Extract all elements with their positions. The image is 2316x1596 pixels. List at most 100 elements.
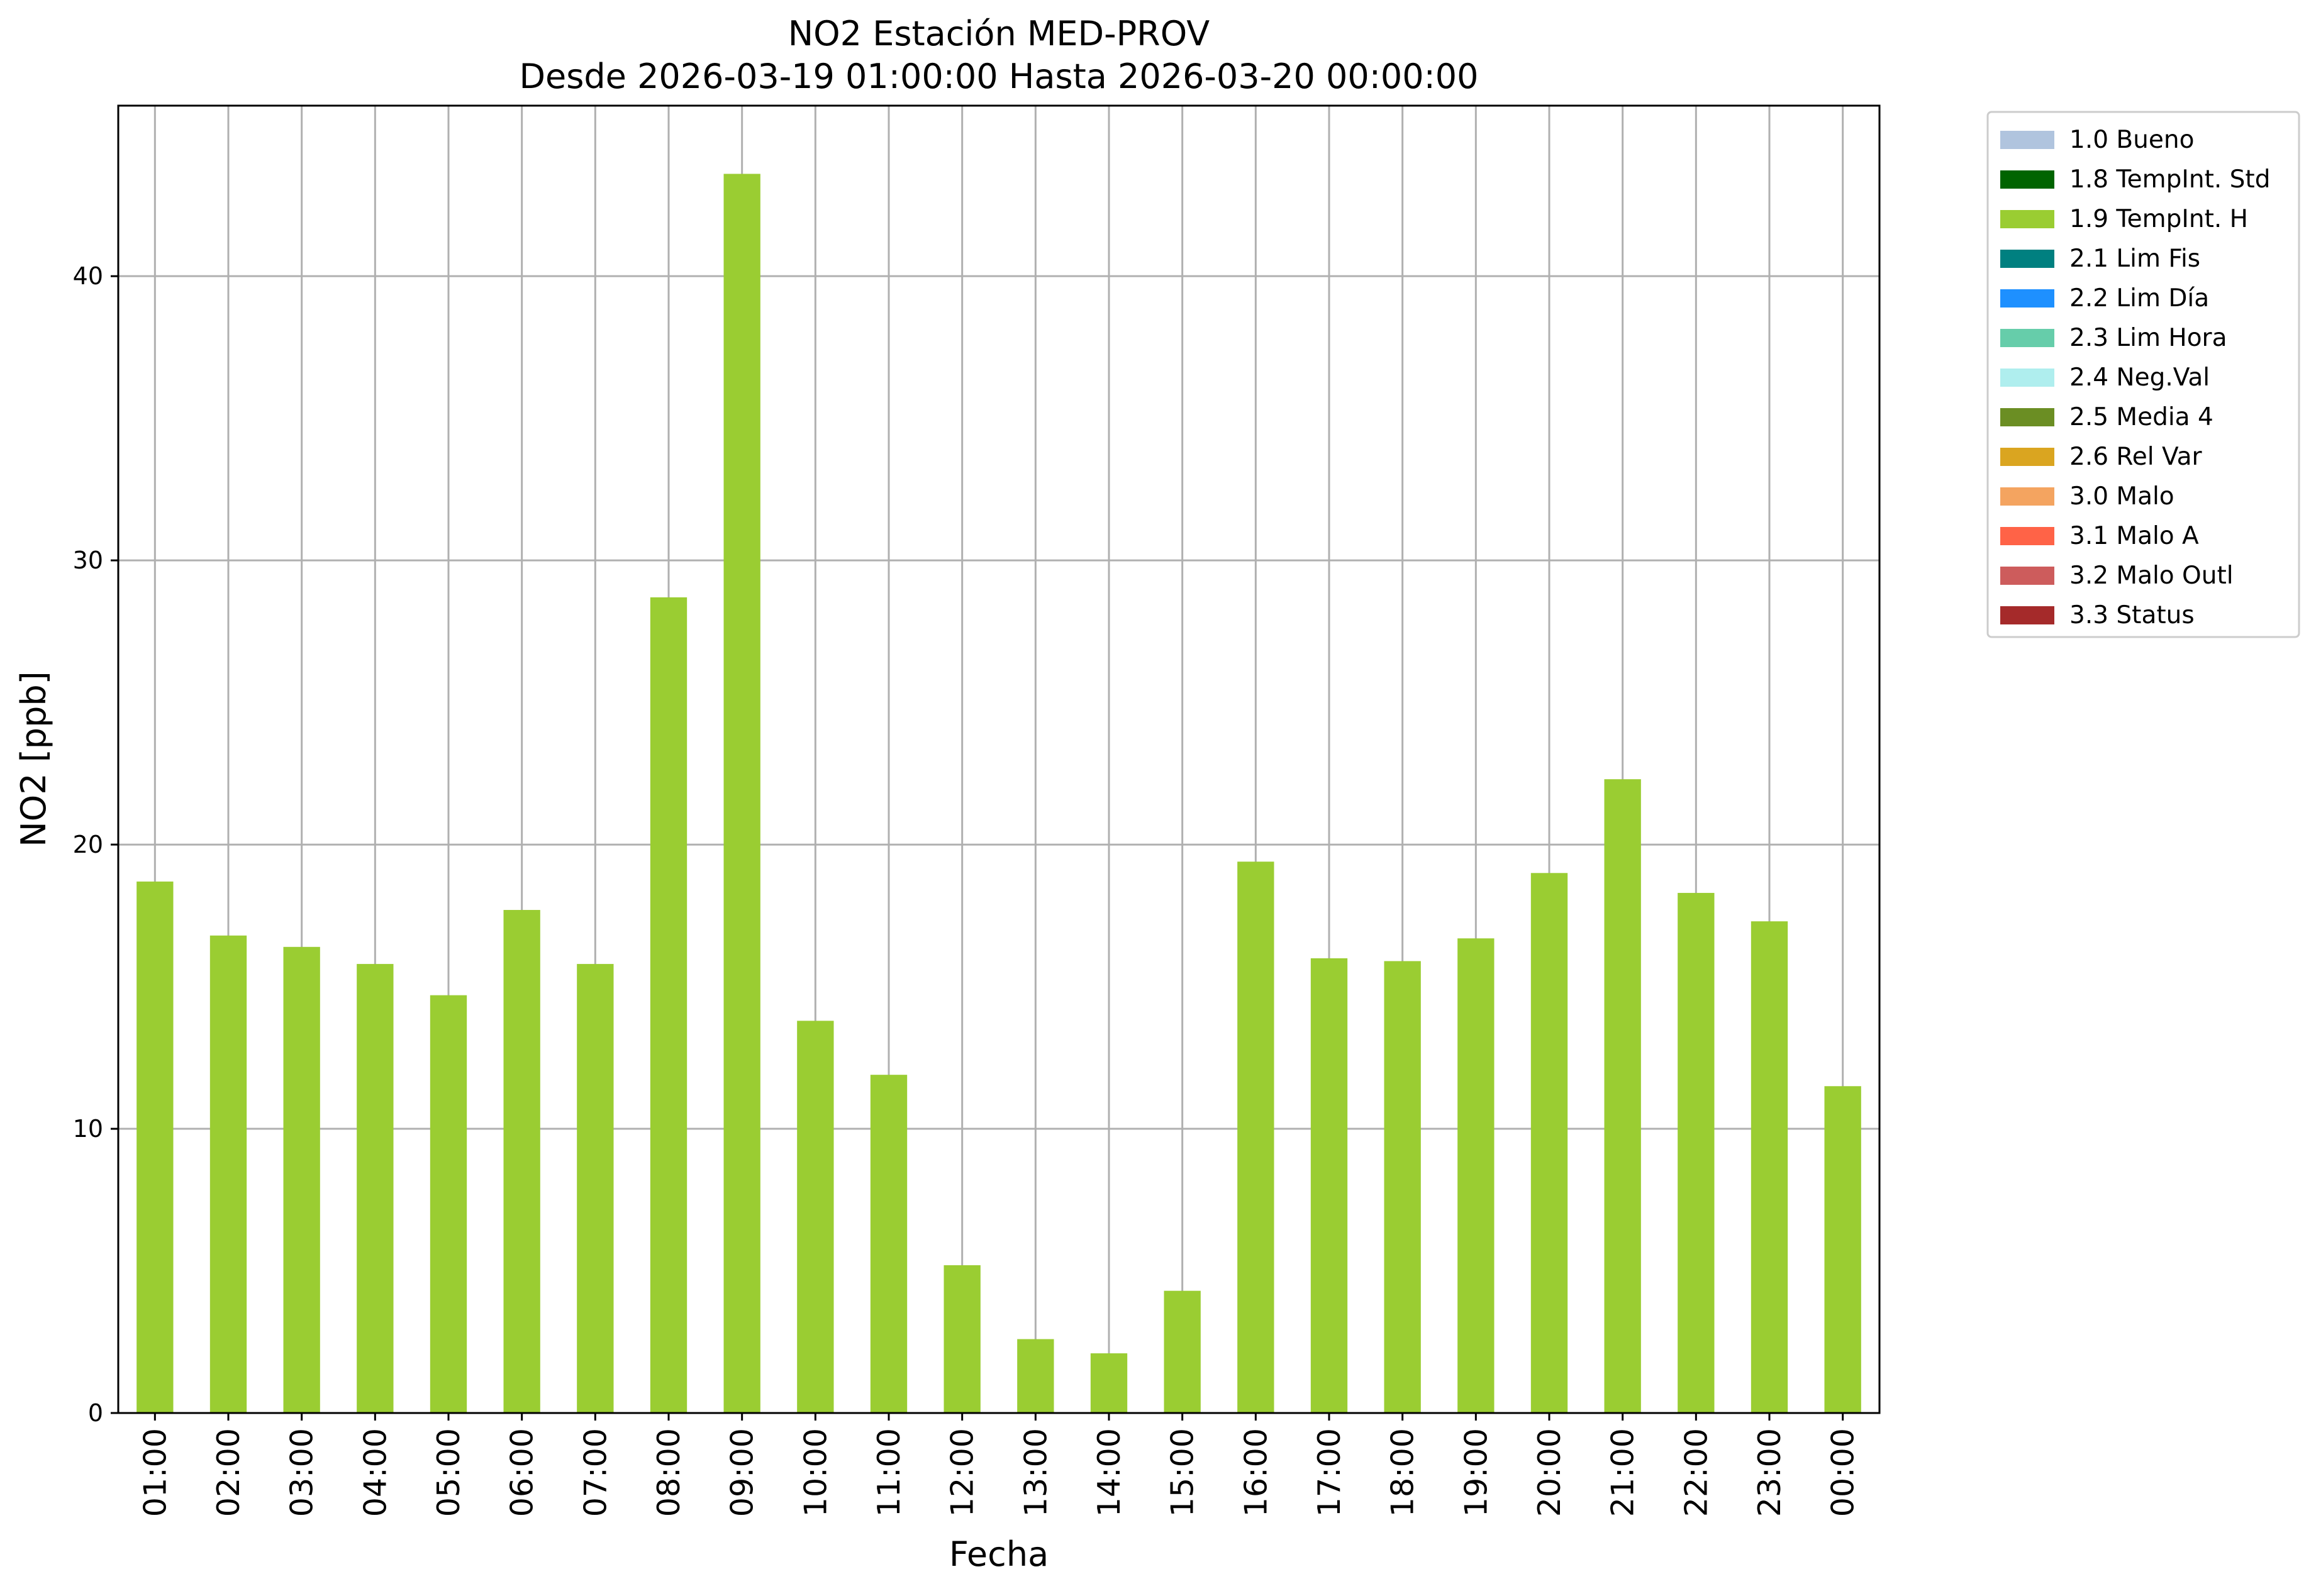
bar-0600 xyxy=(503,910,540,1413)
legend: 1.0 Bueno 1.8 TempInt. Std 1.9 TempInt. H 2… xyxy=(1986,111,2300,638)
legend-item: 2.3 Lim Hora xyxy=(2000,324,2227,352)
x-tick-label: 17:00 xyxy=(1311,1428,1347,1517)
y-axis-ticks: 0 10 20 30 40 xyxy=(73,262,118,1427)
legend-label: 2.1 Lim Fis xyxy=(2069,245,2200,273)
legend-swatch xyxy=(2000,170,2054,189)
legend-item: 2.4 Neg.Val xyxy=(2000,363,2210,392)
bar-0100 xyxy=(136,881,174,1413)
x-tick-label: 04:00 xyxy=(357,1428,393,1517)
x-tick-label: 19:00 xyxy=(1458,1428,1494,1517)
x-tick-label: 00:00 xyxy=(1825,1428,1861,1517)
x-axis-ticks: 01:00 02:00 03:00 04:00 05:00 06:00 07:00 08:00… xyxy=(137,1413,1861,1517)
y-axis-label: NO2 [ppb] xyxy=(14,671,53,846)
bar-0500 xyxy=(430,995,467,1413)
legend-swatch xyxy=(2000,329,2054,347)
x-tick-label: 20:00 xyxy=(1532,1428,1567,1517)
x-tick-label: 22:00 xyxy=(1678,1428,1714,1517)
legend-swatch xyxy=(2000,369,2054,387)
chart-subtitle: Desde 2026-03-19 01:00:00 Hasta 2026-03-… xyxy=(519,57,1478,96)
x-tick-label: 23:00 xyxy=(1752,1428,1788,1517)
bar-1600 xyxy=(1237,862,1274,1413)
legend-swatch xyxy=(2000,567,2054,585)
legend-item: 3.0 Malo xyxy=(2000,482,2174,511)
legend-swatch xyxy=(2000,289,2054,308)
x-tick-label: 09:00 xyxy=(725,1428,760,1517)
plot-area-frame xyxy=(117,104,1881,1414)
bar-series xyxy=(136,174,1861,1413)
legend-item: 1.8 TempInt. Std xyxy=(2000,165,2270,194)
legend-label: 2.5 Media 4 xyxy=(2069,403,2213,431)
x-tick-label: 11:00 xyxy=(871,1428,907,1517)
legend-label: 1.9 TempInt. H xyxy=(2069,205,2248,233)
x-tick-label: 18:00 xyxy=(1385,1428,1421,1517)
legend-items: 1.0 Bueno 1.8 TempInt. Std 1.9 TempInt. H 2… xyxy=(2000,126,2270,629)
x-tick-label: 02:00 xyxy=(211,1428,247,1517)
legend-swatch xyxy=(2000,408,2054,426)
legend-item: 2.1 Lim Fis xyxy=(2000,245,2200,273)
x-tick-label: 13:00 xyxy=(1018,1428,1054,1517)
y-tick-label: 40 xyxy=(73,262,103,290)
bar-0300 xyxy=(283,946,320,1413)
y-tick-label: 20 xyxy=(73,831,103,858)
bar-1400 xyxy=(1090,1353,1128,1413)
bar-0700 xyxy=(577,963,614,1413)
legend-item: 3.3 Status xyxy=(2000,601,2195,629)
bar-2000 xyxy=(1530,873,1568,1413)
legend-item: 2.2 Lim Día xyxy=(2000,284,2209,313)
legend-item: 2.6 Rel Var xyxy=(2000,443,2203,471)
legend-label: 2.3 Lim Hora xyxy=(2069,324,2227,352)
x-tick-label: 07:00 xyxy=(577,1428,613,1517)
bar-0000 xyxy=(1824,1086,1861,1413)
legend-label: 3.0 Malo xyxy=(2069,482,2174,511)
legend-item: 3.2 Malo Outl xyxy=(2000,562,2234,590)
legend-label: 3.2 Malo Outl xyxy=(2069,562,2234,590)
legend-label: 1.8 TempInt. Std xyxy=(2069,165,2270,194)
x-tick-label: 14:00 xyxy=(1091,1428,1127,1517)
chart-title: NO2 Estación MED-PROV xyxy=(788,14,1210,53)
x-tick-label: 05:00 xyxy=(431,1428,467,1517)
legend-item: 2.5 Media 4 xyxy=(2000,403,2213,431)
legend-label: 3.3 Status xyxy=(2069,601,2195,629)
x-tick-label: 12:00 xyxy=(945,1428,981,1517)
bar-1200 xyxy=(944,1265,981,1413)
bar-0900 xyxy=(723,174,760,1413)
bar-0200 xyxy=(209,935,247,1413)
bar-2200 xyxy=(1678,892,1715,1413)
y-tick-label: 10 xyxy=(73,1115,103,1143)
legend-label: 3.1 Malo A xyxy=(2069,522,2199,550)
y-tick-label: 30 xyxy=(73,546,103,574)
bar-1300 xyxy=(1017,1339,1054,1413)
bar-1000 xyxy=(797,1021,834,1413)
legend-item: 1.0 Bueno xyxy=(2000,126,2194,154)
legend-label: 2.2 Lim Día xyxy=(2069,284,2209,313)
legend-frame xyxy=(1986,111,2300,638)
legend-label: 2.4 Neg.Val xyxy=(2069,363,2210,392)
legend-item: 1.9 TempInt. H xyxy=(2000,205,2248,233)
legend-swatch xyxy=(2000,527,2054,545)
y-tick-label: 0 xyxy=(88,1399,103,1427)
bar-0800 xyxy=(650,597,688,1413)
bar-0400 xyxy=(357,963,394,1413)
x-tick-label: 15:00 xyxy=(1165,1428,1201,1517)
legend-label: 2.6 Rel Var xyxy=(2069,443,2203,471)
bar-1900 xyxy=(1457,938,1495,1413)
legend-item: 3.1 Malo A xyxy=(2000,522,2199,550)
x-tick-label: 08:00 xyxy=(651,1428,687,1517)
legend-swatch xyxy=(2000,448,2054,466)
legend-swatch xyxy=(2000,250,2054,268)
legend-label: 1.0 Bueno xyxy=(2069,126,2194,154)
bar-2300 xyxy=(1751,921,1788,1413)
x-axis-label: Fecha xyxy=(949,1534,1049,1574)
x-tick-label: 10:00 xyxy=(798,1428,833,1517)
bar-1100 xyxy=(870,1075,908,1413)
legend-swatch xyxy=(2000,606,2054,624)
bar-1500 xyxy=(1164,1290,1201,1413)
x-tick-label: 16:00 xyxy=(1238,1428,1274,1517)
x-tick-label: 21:00 xyxy=(1605,1428,1641,1517)
x-tick-label: 06:00 xyxy=(504,1428,540,1517)
x-tick-label: 01:00 xyxy=(137,1428,173,1517)
bar-2100 xyxy=(1604,779,1641,1413)
legend-swatch xyxy=(2000,210,2054,228)
